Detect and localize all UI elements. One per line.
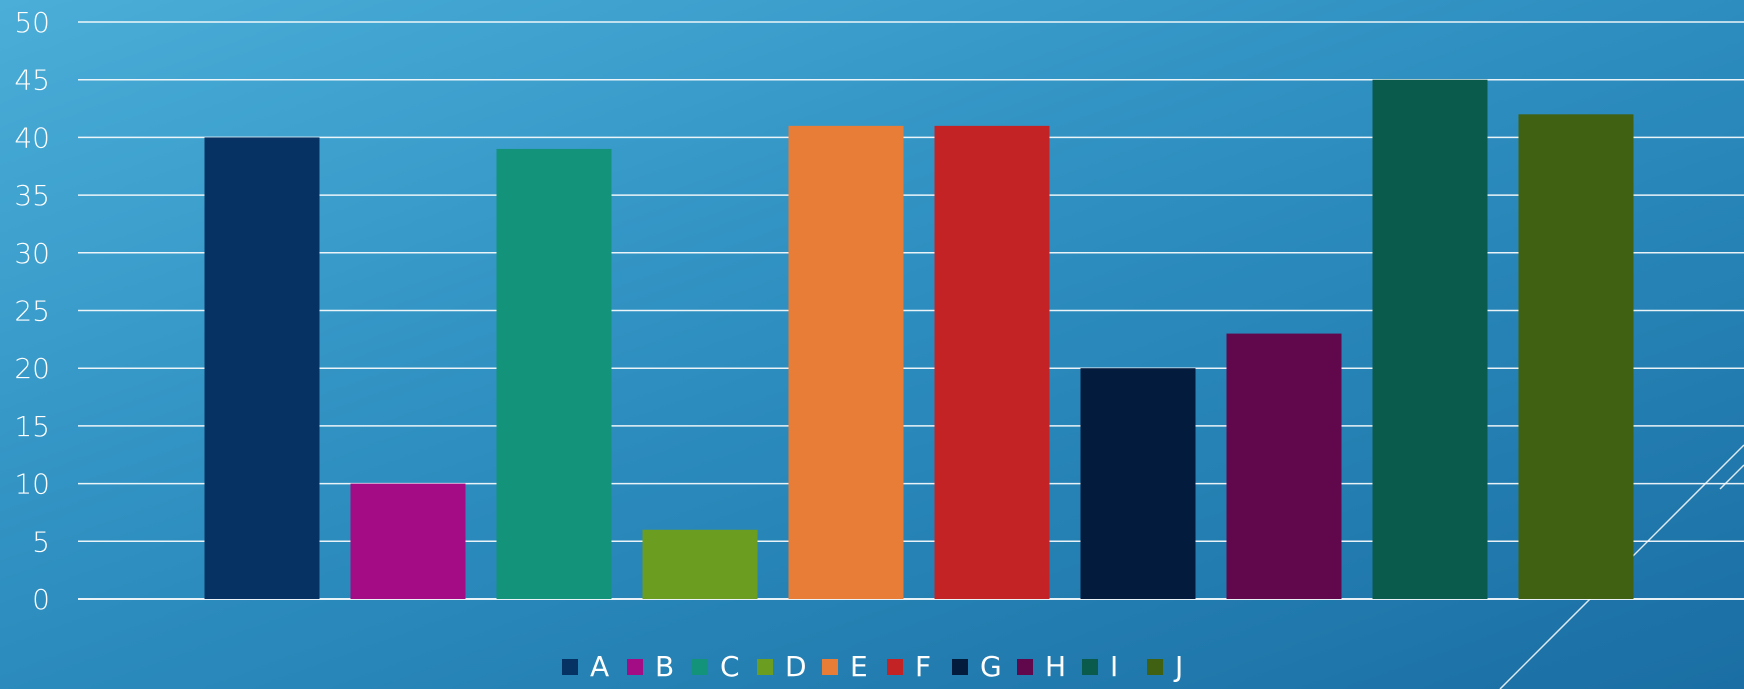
y-tick-label: 35 xyxy=(14,179,50,212)
legend-swatch-J xyxy=(1147,659,1163,675)
legend-label-H: H xyxy=(1045,650,1066,683)
y-tick-label: 5 xyxy=(32,525,50,558)
bar-I xyxy=(1372,79,1488,599)
bar-H xyxy=(1226,333,1342,599)
legend-swatch-F xyxy=(887,659,903,675)
legend-label-D: D xyxy=(785,650,807,683)
legend-label-E: E xyxy=(850,650,868,683)
bar-J xyxy=(1518,114,1634,599)
legend-swatch-C xyxy=(692,659,708,675)
gridlines xyxy=(78,21,1744,600)
legend-swatch-E xyxy=(822,659,838,675)
legend-label-A: A xyxy=(590,650,609,683)
bar-A xyxy=(204,137,320,599)
y-tick-label: 40 xyxy=(14,121,50,154)
legend-label-F: F xyxy=(915,650,931,683)
legend-label-B: B xyxy=(655,650,674,683)
legend-label-G: G xyxy=(980,650,1002,683)
y-tick-label: 25 xyxy=(14,295,50,328)
legend-label-C: C xyxy=(720,650,740,683)
y-tick-label: 15 xyxy=(14,410,50,443)
legend-label-J: J xyxy=(1173,650,1183,683)
legend-swatch-D xyxy=(757,659,773,675)
y-tick-label: 50 xyxy=(14,6,50,39)
y-tick-label: 0 xyxy=(32,583,50,616)
bar-E xyxy=(788,125,904,600)
legend: A B C D E F G H I J xyxy=(562,650,1183,683)
legend-swatch-A xyxy=(562,659,578,675)
y-tick-label: 30 xyxy=(14,237,50,270)
bar-B xyxy=(350,483,466,599)
legend-swatch-B xyxy=(627,659,643,675)
legend-swatch-I xyxy=(1082,659,1098,675)
y-tick-label: 45 xyxy=(14,64,50,97)
y-tick-label: 10 xyxy=(14,468,50,501)
legend-swatch-G xyxy=(952,659,968,675)
bar-C xyxy=(496,148,612,599)
legend-label-I: I xyxy=(1110,650,1118,683)
y-tick-label: 20 xyxy=(14,352,50,385)
y-axis: 0 5 10 15 20 25 30 35 40 45 50 xyxy=(14,6,50,616)
bar-D xyxy=(642,529,758,599)
bars xyxy=(204,79,1634,600)
legend-swatch-H xyxy=(1017,659,1033,675)
bar-G xyxy=(1080,368,1196,599)
bar-F xyxy=(934,125,1050,600)
